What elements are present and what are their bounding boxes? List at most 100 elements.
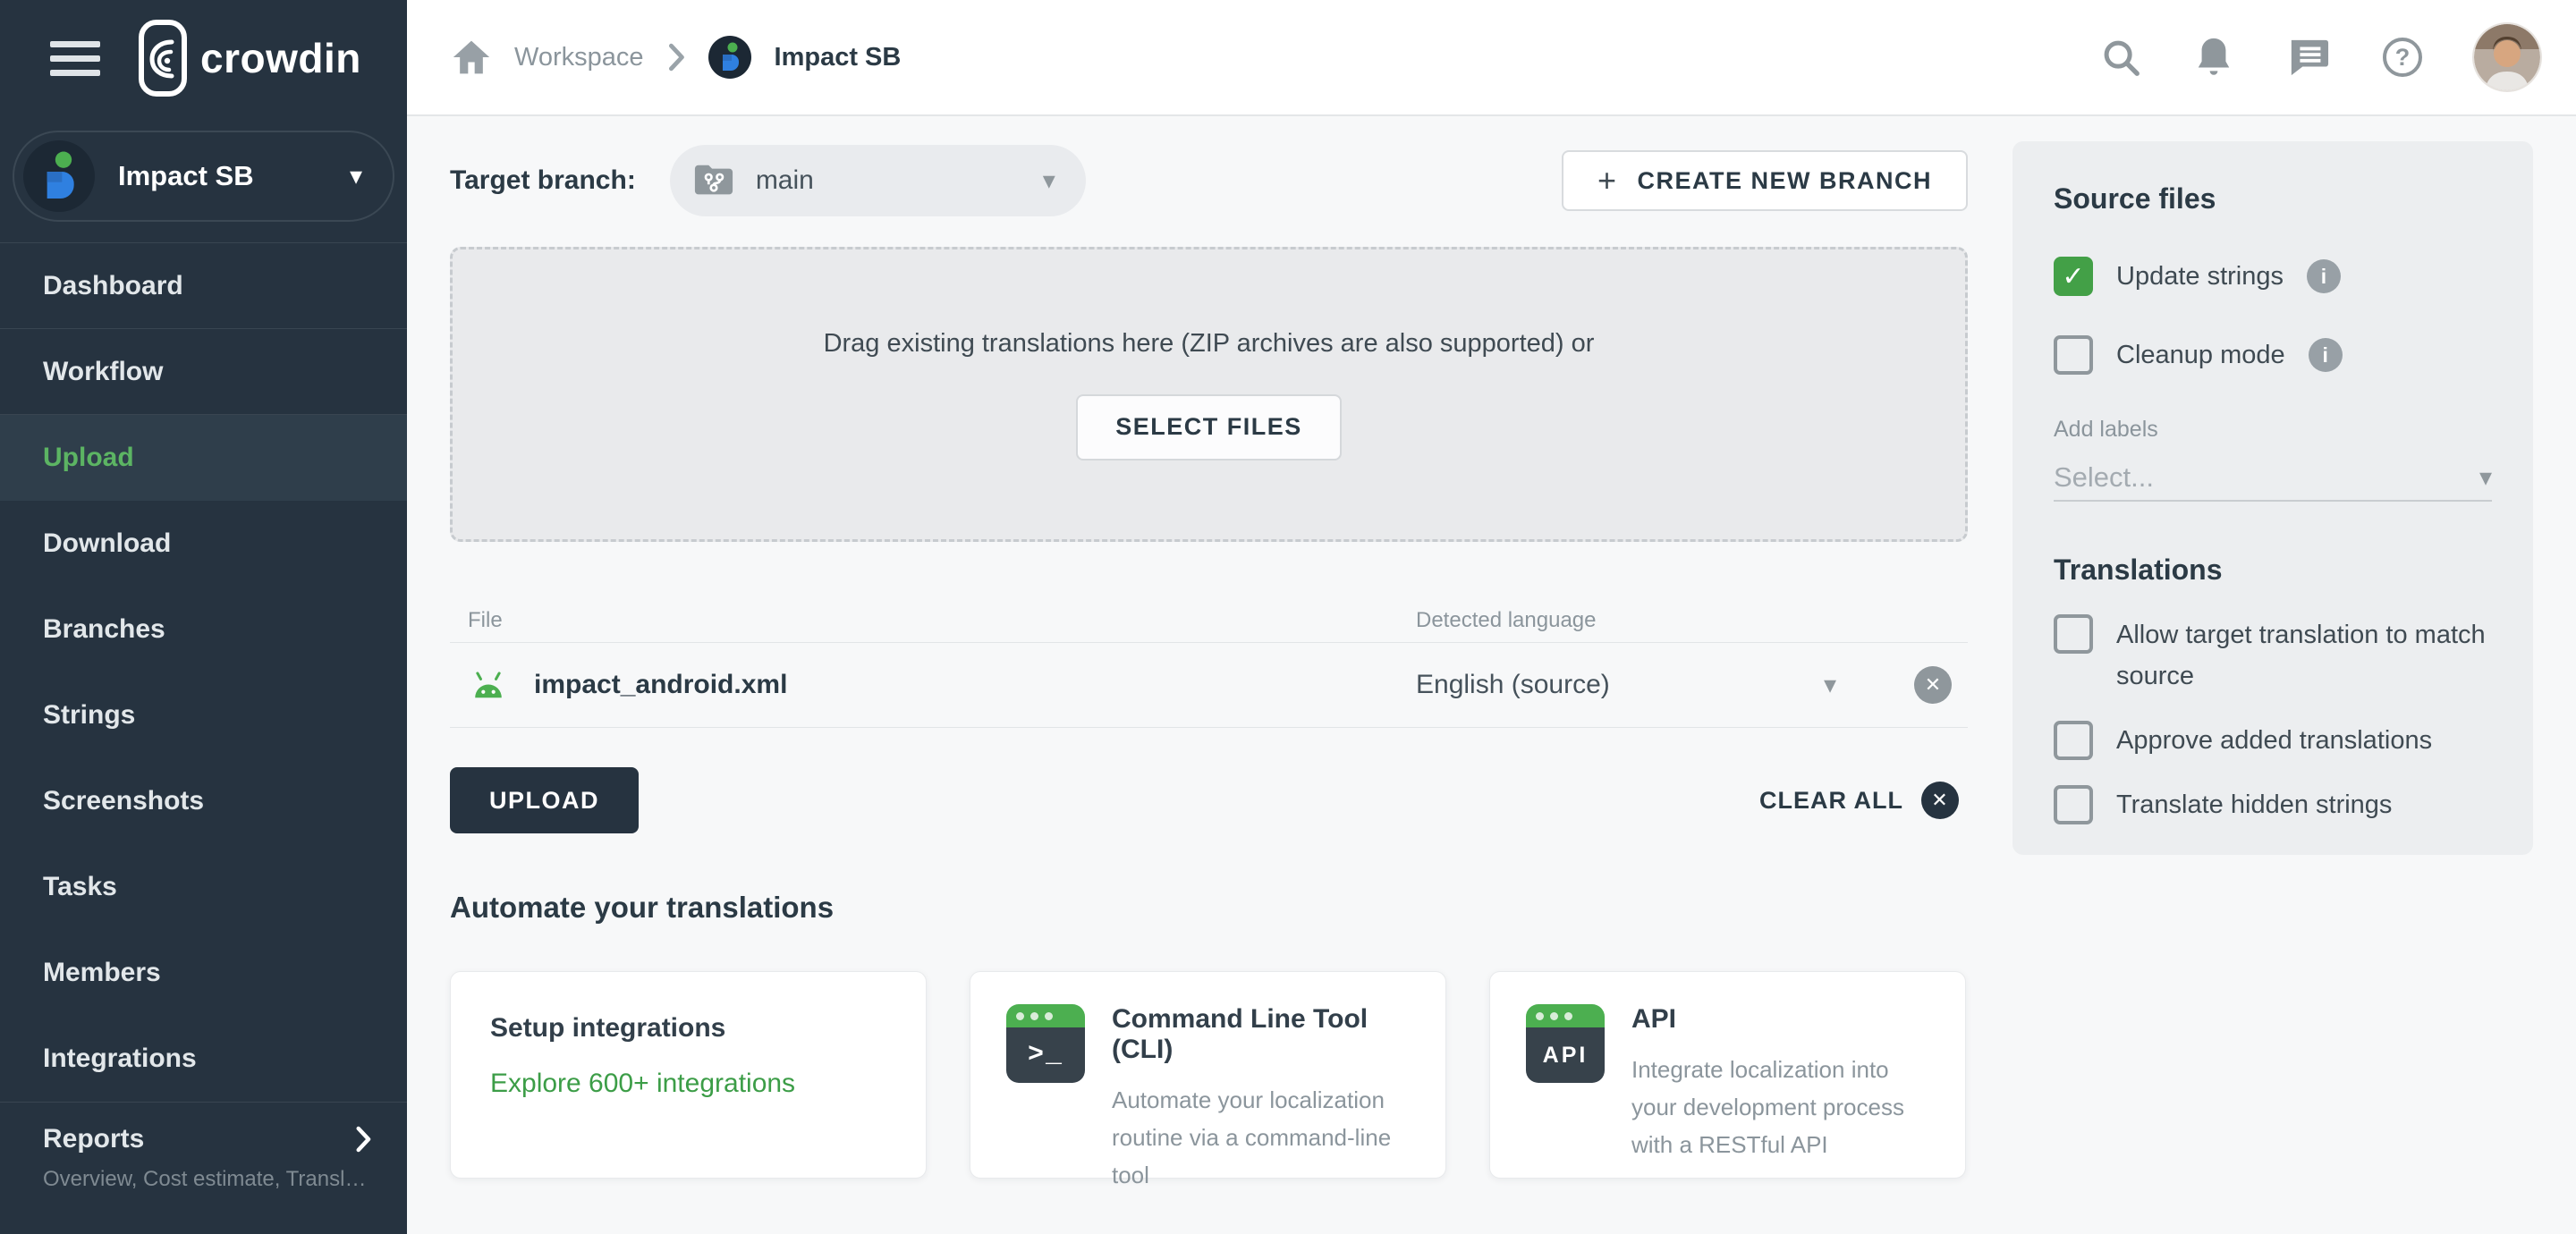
sidebar-item-reports[interactable]: Reports Overview, Cost estimate, Transl…	[0, 1102, 407, 1201]
user-avatar[interactable]	[2474, 24, 2540, 90]
card-description: Integrate localization into your develop…	[1631, 1056, 1904, 1158]
explore-integrations-link[interactable]: Explore 600+ integrations	[490, 1069, 796, 1098]
upload-button[interactable]: UPLOAD	[450, 767, 639, 833]
notifications-bell-icon[interactable]	[2193, 35, 2234, 80]
sidebar-item-upload[interactable]: Upload	[0, 415, 407, 501]
sidebar-item-label: Branches	[43, 614, 165, 644]
home-icon[interactable]	[452, 38, 491, 76]
allow-match-source-checkbox[interactable]	[2054, 614, 2093, 654]
card-cli-text: Command Line Tool (CLI) Automate your lo…	[1112, 1004, 1410, 1188]
cleanup-mode-checkbox[interactable]	[2054, 335, 2093, 375]
breadcrumb-workspace[interactable]: Workspace	[514, 42, 644, 72]
detected-language-value: English (source)	[1416, 670, 1610, 699]
card-api[interactable]: API API Integrate localization into your…	[1489, 971, 1966, 1179]
card-title: API	[1631, 1004, 1677, 1034]
update-strings-checkbox[interactable]: ✓	[2054, 257, 2093, 296]
labels-select[interactable]: Select... ▾	[2054, 455, 2492, 502]
file-name: impact_android.xml	[534, 670, 788, 699]
file-cell: impact_android.xml	[468, 669, 1416, 701]
source-files-title: Source files	[2054, 182, 2216, 215]
breadcrumb-project[interactable]: Impact SB	[774, 42, 902, 72]
sidebar-item-label: Tasks	[43, 872, 117, 901]
card-title: Command Line Tool (CLI)	[1112, 1004, 1368, 1064]
sidebar-item-label: Workflow	[43, 356, 164, 386]
api-window-icon: API	[1526, 1004, 1605, 1083]
translate-hidden-checkbox[interactable]	[2054, 785, 2093, 824]
chevron-down-icon: ▾	[2479, 463, 2492, 491]
sidebar-item-members[interactable]: Members	[0, 930, 407, 1016]
branch-row: Target branch: main ▾ + CREATE NEW BRANC…	[450, 145, 1968, 216]
file-table: File Detected language impact_android.xm…	[450, 599, 1968, 728]
sidebar: Impact SB ▾ Dashboard Workflow Upload Do…	[0, 116, 407, 1234]
top-bar-icons: ?	[2100, 24, 2540, 90]
info-icon[interactable]: i	[2307, 259, 2341, 293]
sidebar-item-label: Download	[43, 528, 172, 558]
plus-icon: +	[1597, 162, 1618, 199]
create-new-branch-label: CREATE NEW BRANCH	[1637, 166, 1932, 194]
crowdin-logo[interactable]: crowdin	[138, 19, 361, 97]
target-branch-label: Target branch:	[450, 165, 636, 195]
crowdin-logo-icon	[138, 19, 188, 97]
top-bar: crowdin Workspace Impact SB	[0, 0, 2576, 116]
search-icon[interactable]	[2100, 37, 2141, 78]
upload-settings-panel: Source files ✓ Update strings i Cleanup …	[2012, 141, 2533, 855]
update-strings-row: ✓ Update strings i	[2054, 256, 2492, 297]
card-setup-integrations[interactable]: Setup integrations Explore 600+ integrat…	[450, 971, 927, 1179]
clear-all-label: CLEAR ALL	[1759, 786, 1903, 814]
sidebar-item-tasks[interactable]: Tasks	[0, 844, 407, 930]
select-files-button[interactable]: SELECT FILES	[1076, 393, 1342, 461]
chevron-down-icon: ▾	[1042, 166, 1055, 194]
translate-hidden-row: Translate hidden strings	[2054, 784, 2492, 825]
help-icon[interactable]: ?	[2383, 38, 2422, 77]
hamburger-menu-icon[interactable]	[50, 40, 100, 76]
approve-added-label: Approve added translations	[2116, 726, 2433, 755]
approve-added-checkbox[interactable]	[2054, 721, 2093, 760]
project-selector[interactable]: Impact SB ▾	[13, 131, 394, 222]
add-labels-label: Add labels	[2054, 417, 2158, 442]
breadcrumb: Workspace Impact SB	[452, 36, 901, 79]
clear-all-close-icon: ✕	[1921, 782, 1959, 819]
remove-file-button[interactable]: ✕	[1914, 666, 1952, 704]
sidebar-item-screenshots[interactable]: Screenshots	[0, 758, 407, 844]
chevron-down-icon: ▾	[1823, 671, 1836, 698]
cleanup-mode-row: Cleanup mode i	[2054, 334, 2492, 376]
branch-dropdown-value: main	[755, 165, 814, 195]
update-strings-label: Update strings	[2116, 262, 2284, 291]
automate-heading: Automate your translations	[450, 891, 835, 924]
card-title: Setup integrations	[490, 1013, 726, 1043]
clear-all-button[interactable]: CLEAR ALL ✕	[1759, 782, 1968, 819]
sidebar-item-label: Screenshots	[43, 786, 205, 816]
messages-chat-icon[interactable]	[2286, 37, 2331, 78]
sidebar-item-dashboard[interactable]: Dashboard	[0, 243, 407, 329]
sidebar-item-workflow[interactable]: Workflow	[0, 329, 407, 415]
sidebar-item-label: Members	[43, 958, 161, 987]
project-logo-icon	[708, 36, 751, 79]
allow-match-source-row: Allow target translation to match source	[2054, 614, 2492, 697]
approve-added-row: Approve added translations	[2054, 720, 2492, 761]
actions-row: UPLOAD CLEAR ALL ✕	[450, 767, 1968, 833]
project-avatar-icon	[23, 140, 95, 212]
card-cli[interactable]: >_ Command Line Tool (CLI) Automate your…	[970, 971, 1446, 1188]
sidebar-item-branches[interactable]: Branches	[0, 587, 407, 672]
allow-match-source-label: Allow target translation to match source	[2116, 621, 2486, 690]
file-dropzone[interactable]: Drag existing translations here (ZIP arc…	[450, 247, 1968, 542]
branch-dropdown[interactable]: main ▾	[669, 145, 1086, 216]
crowdin-logo-text: crowdin	[200, 35, 361, 81]
info-icon[interactable]: i	[2308, 338, 2343, 372]
chevron-right-icon	[667, 43, 685, 72]
promo-cards: Setup integrations Explore 600+ integrat…	[450, 971, 1968, 1188]
translate-hidden-label: Translate hidden strings	[2116, 790, 2393, 819]
sidebar-item-integrations[interactable]: Integrations	[0, 1016, 407, 1102]
main-content: Target branch: main ▾ + CREATE NEW BRANC…	[450, 116, 1968, 1188]
cleanup-mode-label: Cleanup mode	[2116, 341, 2285, 369]
sidebar-item-label: Dashboard	[43, 270, 183, 300]
branch-folder-icon	[693, 163, 734, 199]
sidebar-item-strings[interactable]: Strings	[0, 672, 407, 758]
table-row: impact_android.xml English (source) ▾ ✕	[450, 642, 1968, 728]
create-new-branch-button[interactable]: + CREATE NEW BRANCH	[1561, 150, 1968, 211]
detected-language-dropdown[interactable]: English (source) ▾	[1416, 670, 1836, 700]
sidebar-item-download[interactable]: Download	[0, 501, 407, 587]
file-column-header: File	[468, 608, 503, 632]
android-file-icon	[468, 669, 509, 701]
labels-select-placeholder: Select...	[2054, 461, 2154, 493]
